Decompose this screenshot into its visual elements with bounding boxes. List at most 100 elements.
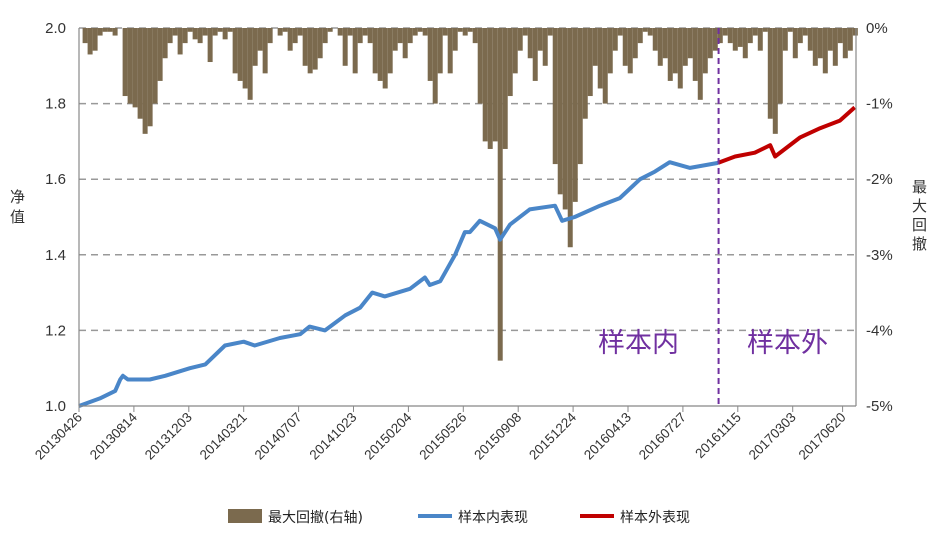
drawdown-bar: [347, 28, 353, 36]
drawdown-bar: [677, 28, 683, 89]
drawdown-bar: [412, 28, 418, 36]
drawdown-bar: [607, 28, 613, 74]
drawdown-bar: [557, 28, 563, 195]
drawdown-bar: [782, 28, 788, 51]
drawdown-bar: [212, 28, 218, 36]
x-tick-label: 20130426: [32, 410, 85, 463]
drawdown-bar: [297, 28, 303, 36]
drawdown-bar: [147, 28, 153, 127]
drawdown-bar: [512, 28, 518, 74]
drawdown-bar: [487, 28, 493, 149]
y-tick-label-right: -4%: [866, 322, 893, 339]
drawdown-bar: [477, 28, 483, 104]
drawdown-bar: [817, 28, 823, 59]
drawdown-bar: [327, 28, 333, 32]
drawdown-bar: [472, 28, 478, 44]
y-tick-label-left: 1.2: [45, 322, 66, 339]
x-tick-label: 20160727: [636, 410, 689, 463]
drawdown-bar: [792, 28, 798, 59]
drawdown-bar: [457, 28, 463, 32]
drawdown-bar: [507, 28, 513, 97]
drawdown-bar: [317, 28, 323, 59]
drawdown-bar: [667, 28, 673, 81]
drawdown-bar: [227, 28, 233, 32]
drawdown-bar: [122, 28, 128, 97]
drawdown-bar: [262, 28, 268, 74]
drawdown-bar: [697, 28, 703, 100]
drawdown-bar: [242, 28, 248, 89]
y-tick-label-left: 2.0: [45, 20, 66, 37]
drawdown-bar: [142, 28, 148, 134]
drawdown-bar: [682, 28, 688, 66]
drawdown-bar: [322, 28, 328, 44]
drawdown-bar: [847, 28, 853, 51]
x-tick-label: 20140707: [252, 410, 305, 463]
right-axis-title-char: 最: [912, 178, 927, 196]
y-tick-label-right: 0%: [866, 20, 888, 37]
drawdown-bar: [127, 28, 133, 104]
y-tick-label-right: -5%: [866, 398, 893, 415]
x-tick-label: 20150204: [361, 409, 414, 462]
drawdown-bar: [342, 28, 348, 66]
legend-drawdown-swatch: [228, 509, 262, 523]
drawdown-bar: [137, 28, 143, 119]
drawdown-bar: [307, 28, 313, 74]
drawdown-bar: [727, 28, 733, 44]
x-tick-label: 20150908: [471, 410, 524, 463]
drawdown-bar: [672, 28, 678, 74]
drawdown-bar: [582, 28, 588, 119]
x-tick-label: 20141023: [307, 410, 360, 463]
drawdown-bar: [502, 28, 508, 149]
drawdown-bar: [517, 28, 523, 51]
legend-drawdown-label: 最大回撤(右轴): [268, 510, 363, 526]
drawdown-bar: [372, 28, 378, 74]
drawdown-bar: [822, 28, 828, 74]
drawdown-bar: [167, 28, 173, 44]
drawdown-bar: [422, 28, 428, 36]
drawdown-bar: [662, 28, 668, 59]
drawdown-bar: [267, 28, 273, 44]
drawdown-bar: [787, 28, 793, 32]
drawdown-bar: [192, 28, 198, 40]
drawdown-bar: [522, 28, 528, 36]
drawdown-bar: [392, 28, 398, 51]
drawdown-bar: [802, 28, 808, 36]
y-tick-label-left: 1.8: [45, 96, 66, 113]
drawdown-bar: [207, 28, 213, 63]
drawdown-bar: [562, 28, 568, 210]
drawdown-bar: [532, 28, 538, 81]
drawdown-bar: [657, 28, 663, 66]
drawdown-bar: [82, 28, 88, 44]
drawdown-bar: [187, 28, 193, 32]
drawdown-bar: [352, 28, 358, 74]
drawdown-bar: [362, 28, 368, 36]
out-sample-annotation: 样本外: [747, 328, 828, 359]
drawdown-bar: [587, 28, 593, 97]
drawdown-bar: [312, 28, 318, 70]
drawdown-bar: [757, 28, 763, 51]
drawdown-bar: [252, 28, 258, 66]
drawdown-bar: [722, 28, 728, 36]
drawdown-bar: [827, 28, 833, 51]
left-axis-title-1: 净: [10, 188, 25, 206]
drawdown-bar: [767, 28, 773, 119]
drawdown-bar: [627, 28, 633, 74]
drawdown-bar: [402, 28, 408, 59]
drawdown-bar: [157, 28, 163, 81]
drawdown-bar: [617, 28, 623, 36]
drawdown-bar: [622, 28, 628, 66]
drawdown-bar: [382, 28, 388, 89]
drawdown-bar: [497, 28, 503, 361]
x-tick-label: 20170620: [796, 410, 849, 463]
drawdown-bar: [747, 28, 753, 44]
drawdown-bar: [602, 28, 608, 104]
drawdown-bar: [162, 28, 168, 59]
drawdown-bar: [537, 28, 543, 51]
y-tick-label-right: -3%: [866, 247, 893, 264]
drawdown-bar: [87, 28, 93, 55]
drawdown-bar: [462, 28, 468, 36]
drawdown-bar: [282, 28, 288, 32]
drawdown-bar: [97, 28, 103, 36]
drawdown-bar: [712, 28, 718, 51]
drawdown-bar: [302, 28, 308, 66]
